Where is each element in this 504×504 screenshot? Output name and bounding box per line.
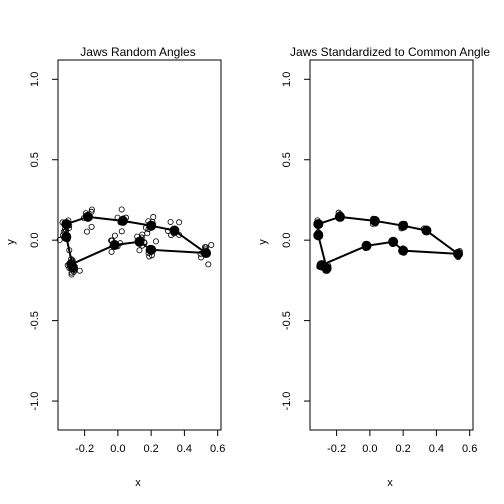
panel-random-angles: Jaws Random Angles x y -0.2 0.0 0.2 0.4 0.6-… <box>5 45 225 489</box>
y-tick-label: 0.0 <box>281 233 293 248</box>
sample-point <box>109 249 114 254</box>
mean-landmark-point <box>313 219 323 229</box>
mean-landmark-point <box>335 212 345 222</box>
y-axis-label: y <box>5 239 17 245</box>
sample-point <box>177 220 182 225</box>
mean-shape-outline <box>318 217 458 268</box>
mean-landmark-point <box>370 216 380 226</box>
mean-landmark-point <box>313 230 323 240</box>
sample-point <box>119 229 124 234</box>
sample-point <box>119 207 124 212</box>
y-tick-label: 0.5 <box>281 152 293 167</box>
panel-standardized: Jaws Standardized to Common Angle x y -0… <box>257 45 490 489</box>
mean-landmark-point <box>68 263 78 273</box>
sample-point <box>137 248 142 253</box>
mean-landmark-point <box>388 237 398 247</box>
y-tick-label: -1.0 <box>281 392 293 411</box>
mean-landmark-point <box>146 221 156 231</box>
mean-landmark-point <box>135 237 145 247</box>
sample-point <box>151 214 156 219</box>
plot-area: -0.2 0.0 0.2 0.4 0.6 -1.0 -0.5 0.0 0.5 1.0 <box>281 60 477 455</box>
sample-point <box>153 239 158 244</box>
x-axis-label: x <box>135 477 141 489</box>
sample-point <box>206 262 211 267</box>
mean-landmark-point <box>421 226 431 236</box>
mean-landmark-point <box>61 219 71 229</box>
sample-point <box>209 242 214 247</box>
plot-area: -0.2 0.0 0.2 0.4 0.6 -1.0 -0.5 0.0 0.5 1.0 <box>29 60 225 455</box>
x-axis-label: x <box>387 477 393 489</box>
mean-landmark-point <box>169 226 179 236</box>
mean-landmark-point <box>110 240 120 250</box>
y-tick-label: 1.0 <box>281 72 293 87</box>
y-tick-label: 0.5 <box>29 152 41 167</box>
y-tick-label: 0.0 <box>29 233 41 248</box>
mean-landmark-point <box>362 241 372 251</box>
y-axis-label: y <box>257 239 269 245</box>
x-tick-label: -0.2 <box>327 443 346 455</box>
mean-landmark-point <box>453 249 463 259</box>
y-tick-label: -0.5 <box>29 311 41 330</box>
mean-landmark-point <box>83 212 93 222</box>
sample-point <box>77 268 82 273</box>
x-tick-label: 0.4 <box>177 443 192 455</box>
mean-landmark-point <box>146 245 156 255</box>
chart-title: Jaws Standardized to Common Angle <box>290 45 490 59</box>
mean-landmark-point <box>201 248 211 258</box>
mean-landmark-point <box>322 263 332 273</box>
sample-point <box>84 229 89 234</box>
x-tick-label: 0.2 <box>143 443 158 455</box>
mean-landmark-point <box>398 221 408 231</box>
x-tick-label: 0.0 <box>110 443 125 455</box>
chart-title: Jaws Random Angles <box>80 45 195 59</box>
x-tick-label: -0.2 <box>75 443 94 455</box>
mean-landmark-point <box>118 216 128 226</box>
x-tick-label: 0.2 <box>395 443 410 455</box>
y-tick-label: -1.0 <box>29 392 41 411</box>
x-tick-label: 0.4 <box>429 443 444 455</box>
x-tick-label: 0.6 <box>210 443 225 455</box>
sample-point <box>168 219 173 224</box>
mean-landmark-point <box>61 232 71 242</box>
mean-landmark-point <box>398 246 408 256</box>
sample-point <box>112 233 117 238</box>
y-tick-label: -0.5 <box>281 311 293 330</box>
sample-point <box>89 224 94 229</box>
x-tick-label: 0.0 <box>362 443 377 455</box>
y-tick-label: 1.0 <box>29 72 41 87</box>
x-tick-label: 0.6 <box>462 443 477 455</box>
